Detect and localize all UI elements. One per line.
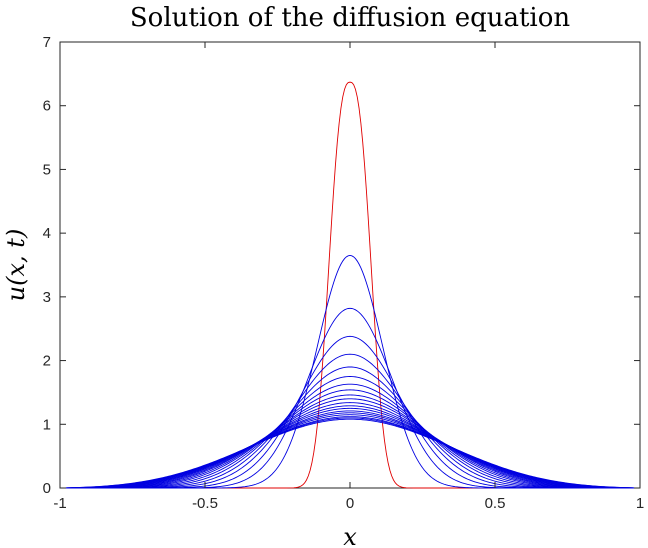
curve-group [59,81,641,489]
y-tick-label: 3 [43,289,51,306]
y-tick-label: 1 [43,416,51,433]
solution-curve-13 [59,407,641,489]
x-tick-label: 0.5 [485,495,506,512]
y-tick-label: 7 [43,34,51,51]
tick-group: -1 -0.5 0 0.5 1 0 1 2 3 4 5 6 7 [43,34,645,512]
solution-curve-11 [59,402,641,489]
x-tick-label: 0 [346,495,354,512]
solution-curve-10 [60,398,640,489]
chart-title: Solution of the diffusion equation [130,3,571,33]
x-tick-label: 1 [636,495,644,512]
y-axis-label: u(x, t) [2,229,30,302]
axes-box [59,41,641,489]
y-tick-label: 0 [43,480,51,497]
solution-curve-8 [60,389,640,489]
solution-curve-9 [60,394,640,489]
solution-curve-19 [59,418,641,489]
solution-curve-7 [60,383,640,489]
solution-curve-12 [59,405,641,489]
x-tick-label: -1 [53,495,66,512]
y-tick-label: 6 [43,98,51,115]
x-axis-label: x [343,523,357,548]
x-tick-label: -0.5 [192,495,218,512]
solution-curve-5 [60,366,640,489]
y-tick-label: 5 [43,161,51,178]
y-tick-label: 4 [43,225,51,242]
solution-curve-6 [60,376,640,489]
y-tick-label: 2 [43,353,51,370]
plot-area: -1 -0.5 0 0.5 1 0 1 2 3 4 5 6 7 [43,34,645,512]
solution-curve-14 [59,410,641,489]
solution-curve-15 [59,412,641,489]
